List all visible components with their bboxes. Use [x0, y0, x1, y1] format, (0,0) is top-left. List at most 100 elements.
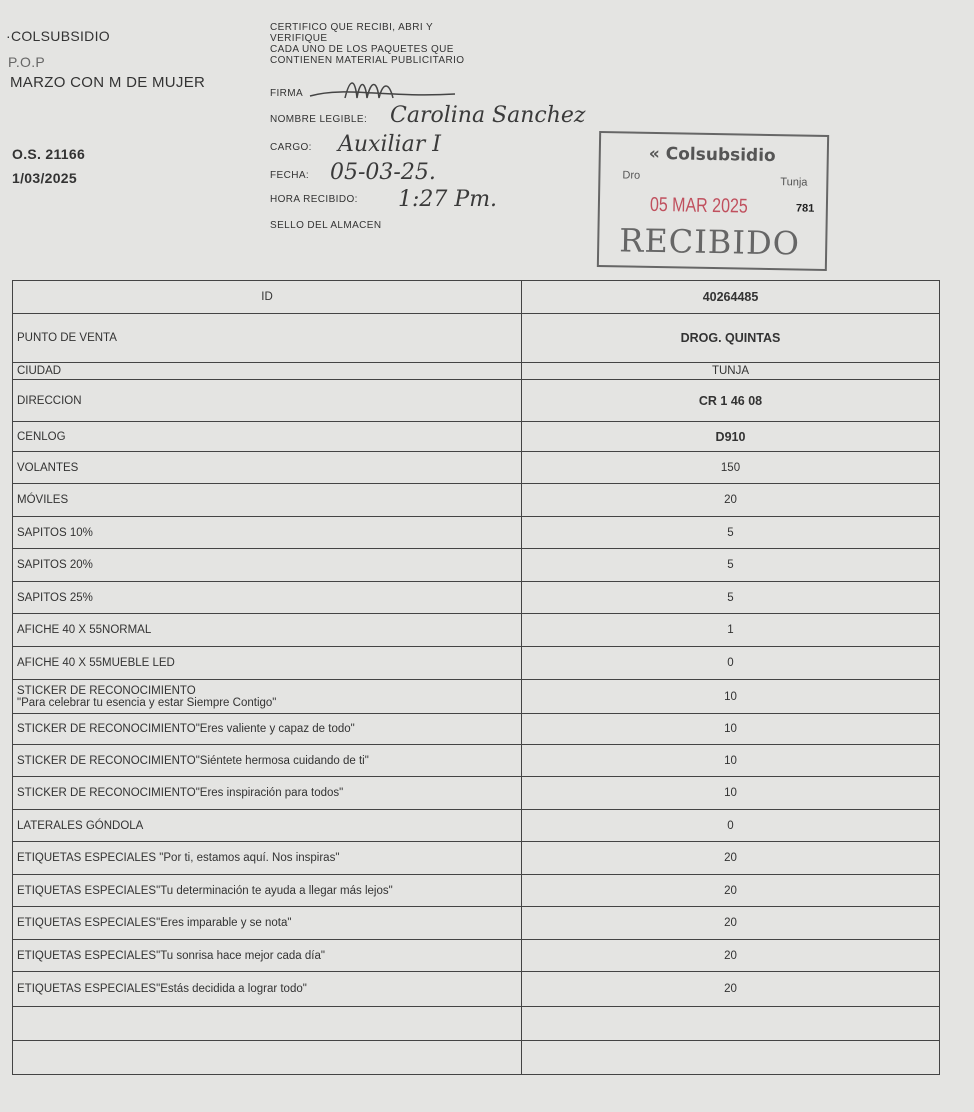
- label-text: DIRECCION: [17, 394, 82, 407]
- hora-label: HORA RECIBIDO:: [270, 194, 358, 205]
- row-value: 10: [521, 679, 940, 714]
- nombre-value: Carolina Sanchez: [390, 103, 586, 128]
- row-value: 10: [521, 776, 940, 810]
- label-text: STICKER DE RECONOCIMIENTO"Eres valiente …: [17, 723, 355, 735]
- org-name: ·COLSUBSIDIO: [6, 28, 110, 44]
- table-row: ETIQUETAS ESPECIALES"Eres imparable y se…: [12, 906, 940, 940]
- cert-line: CADA UNO DE LOS PAQUETES QUE: [270, 44, 454, 55]
- materials-table: ID 40264485 PUNTO DE VENTA DROG. QUINTAS CIU…: [12, 280, 940, 1075]
- row-value: 20: [521, 906, 940, 940]
- stamp-city: Tunja: [780, 176, 808, 189]
- label-text: CIUDAD: [17, 365, 62, 377]
- label-text: SAPITOS 25%: [17, 591, 93, 604]
- fecha-label: FECHA:: [270, 170, 310, 181]
- table-row: STICKER DE RECONOCIMIENTO"Eres inspiraci…: [12, 776, 940, 810]
- label-text: CENLOG: [17, 430, 66, 443]
- received-stamp: « Colsubsidio Dro Tunja 05 MAR 2025 781 …: [596, 131, 830, 271]
- table-row: ETIQUETAS ESPECIALES"Tu determinación te…: [12, 874, 940, 907]
- row-label: AFICHE 40 X 55NORMAL: [12, 613, 522, 647]
- row-label: STICKER DE RECONOCIMIENTO "Para celebrar …: [12, 679, 522, 714]
- row-value: 10: [521, 713, 940, 745]
- table-row: STICKER DE RECONOCIMIENTO "Para celebrar …: [12, 679, 940, 714]
- row-label: ETIQUETAS ESPECIALES "Por ti, estamos aq…: [12, 841, 522, 875]
- row-label: CIUDAD: [12, 362, 522, 380]
- row-label: ID: [12, 280, 522, 314]
- campaign: MARZO CON M DE MUJER: [10, 74, 206, 91]
- row-label: MÓVILES: [12, 483, 522, 517]
- label-text: STICKER DE RECONOCIMIENTO"Eres inspiraci…: [17, 787, 344, 799]
- row-value: 5: [521, 548, 940, 582]
- row-value: 0: [521, 809, 940, 842]
- table-row: LATERALES GÓNDOLA 0: [12, 809, 940, 842]
- row-value: 5: [521, 581, 940, 614]
- table-row: CIUDAD TUNJA: [12, 362, 940, 380]
- row-label: CENLOG: [12, 421, 522, 452]
- label-text: ETIQUETAS ESPECIALES"Tu sonrisa hace mej…: [17, 949, 325, 962]
- firma-label: FIRMA: [270, 88, 304, 99]
- empty-cell: [12, 1006, 522, 1041]
- empty-cell: [521, 1040, 940, 1075]
- cert-line: CERTIFICO QUE RECIBI, ABRI Y: [270, 22, 434, 33]
- table-row: ETIQUETAS ESPECIALES "Por ti, estamos aq…: [12, 841, 940, 875]
- table-row: STICKER DE RECONOCIMIENTO"Eres valiente …: [12, 713, 940, 745]
- empty-cell: [12, 1040, 522, 1075]
- row-value: D910: [521, 421, 940, 452]
- label-text: MÓVILES: [17, 494, 69, 506]
- table-row: AFICHE 40 X 55MUEBLE LED 0: [12, 646, 940, 680]
- cargo-value: Auxiliar I: [338, 132, 441, 157]
- row-value: 20: [521, 874, 940, 907]
- stamp-date: 05 MAR 2025: [649, 193, 748, 218]
- stamp-brand: « Colsubsidio: [648, 143, 776, 167]
- row-value: 20: [521, 971, 940, 1007]
- label-text: PUNTO DE VENTA: [17, 332, 117, 344]
- cargo-label: CARGO:: [270, 142, 312, 153]
- table-row: VOLANTES 150: [12, 451, 940, 484]
- row-value: 20: [521, 939, 940, 972]
- row-value: 0: [521, 646, 940, 680]
- table-row: STICKER DE RECONOCIMIENTO"Siéntete hermo…: [12, 744, 940, 777]
- empty-row: [12, 1006, 940, 1041]
- empty-cell: [521, 1006, 940, 1041]
- table-row: ETIQUETAS ESPECIALES"Tu sonrisa hace mej…: [12, 939, 940, 972]
- nombre-label: NOMBRE LEGIBLE:: [270, 114, 368, 125]
- sello-label: SELLO DEL ALMACEN: [270, 220, 382, 231]
- table-row: SAPITOS 10% 5: [12, 516, 940, 549]
- table-row: AFICHE 40 X 55NORMAL 1: [12, 613, 940, 647]
- table-row: DIRECCION CR 1 46 08: [12, 379, 940, 422]
- table-row: ID 40264485: [12, 280, 940, 314]
- table-row: PUNTO DE VENTA DROG. QUINTAS: [12, 313, 940, 363]
- stamp-recibido: RECIBIDO: [618, 221, 801, 263]
- row-value: 5: [521, 516, 940, 549]
- signature: [309, 82, 456, 99]
- table-row: CENLOG D910: [12, 421, 940, 452]
- cert-line: VERIFIQUE: [270, 33, 328, 44]
- row-label: ETIQUETAS ESPECIALES"Eres imparable y se…: [12, 906, 522, 940]
- label-subtext: "Para celebrar tu esencia y estar Siempr…: [17, 696, 277, 709]
- row-label: LATERALES GÓNDOLA: [12, 809, 522, 842]
- label-text: AFICHE 40 X 55NORMAL: [17, 624, 152, 636]
- row-label: SAPITOS 25%: [12, 581, 522, 614]
- table-row: MÓVILES 20: [12, 483, 940, 517]
- label-text: ID: [261, 291, 273, 303]
- doc-type: P.O.P: [8, 54, 46, 70]
- row-label: DIRECCION: [12, 379, 522, 422]
- label-text: SAPITOS 20%: [17, 559, 93, 571]
- row-label: PUNTO DE VENTA: [12, 313, 522, 363]
- stamp-number: 781: [795, 202, 815, 215]
- row-label: SAPITOS 10%: [12, 516, 522, 549]
- certificate-text: CERTIFICO QUE RECIBI, ABRI Y VERIFIQUE C…: [270, 22, 464, 66]
- row-value: TUNJA: [521, 362, 940, 380]
- label-text: STICKER DE RECONOCIMIENTO"Siéntete hermo…: [17, 754, 369, 767]
- order-number: O.S. 21166: [12, 146, 86, 162]
- label-text: SAPITOS 10%: [17, 526, 93, 539]
- label-text: ETIQUETAS ESPECIALES"Tu determinación te…: [17, 884, 393, 897]
- row-label: ETIQUETAS ESPECIALES"Tu determinación te…: [12, 874, 522, 907]
- label-text: ETIQUETAS ESPECIALES"Eres imparable y se…: [17, 917, 292, 929]
- row-label: VOLANTES: [12, 451, 522, 484]
- row-value: 40264485: [521, 280, 940, 314]
- stamp-left: Dro: [622, 169, 641, 182]
- empty-row: [12, 1040, 940, 1075]
- hora-value: 1:27 Pm.: [398, 187, 498, 212]
- label-text: VOLANTES: [17, 461, 79, 474]
- label-text: ETIQUETAS ESPECIALES "Por ti, estamos aq…: [17, 852, 340, 864]
